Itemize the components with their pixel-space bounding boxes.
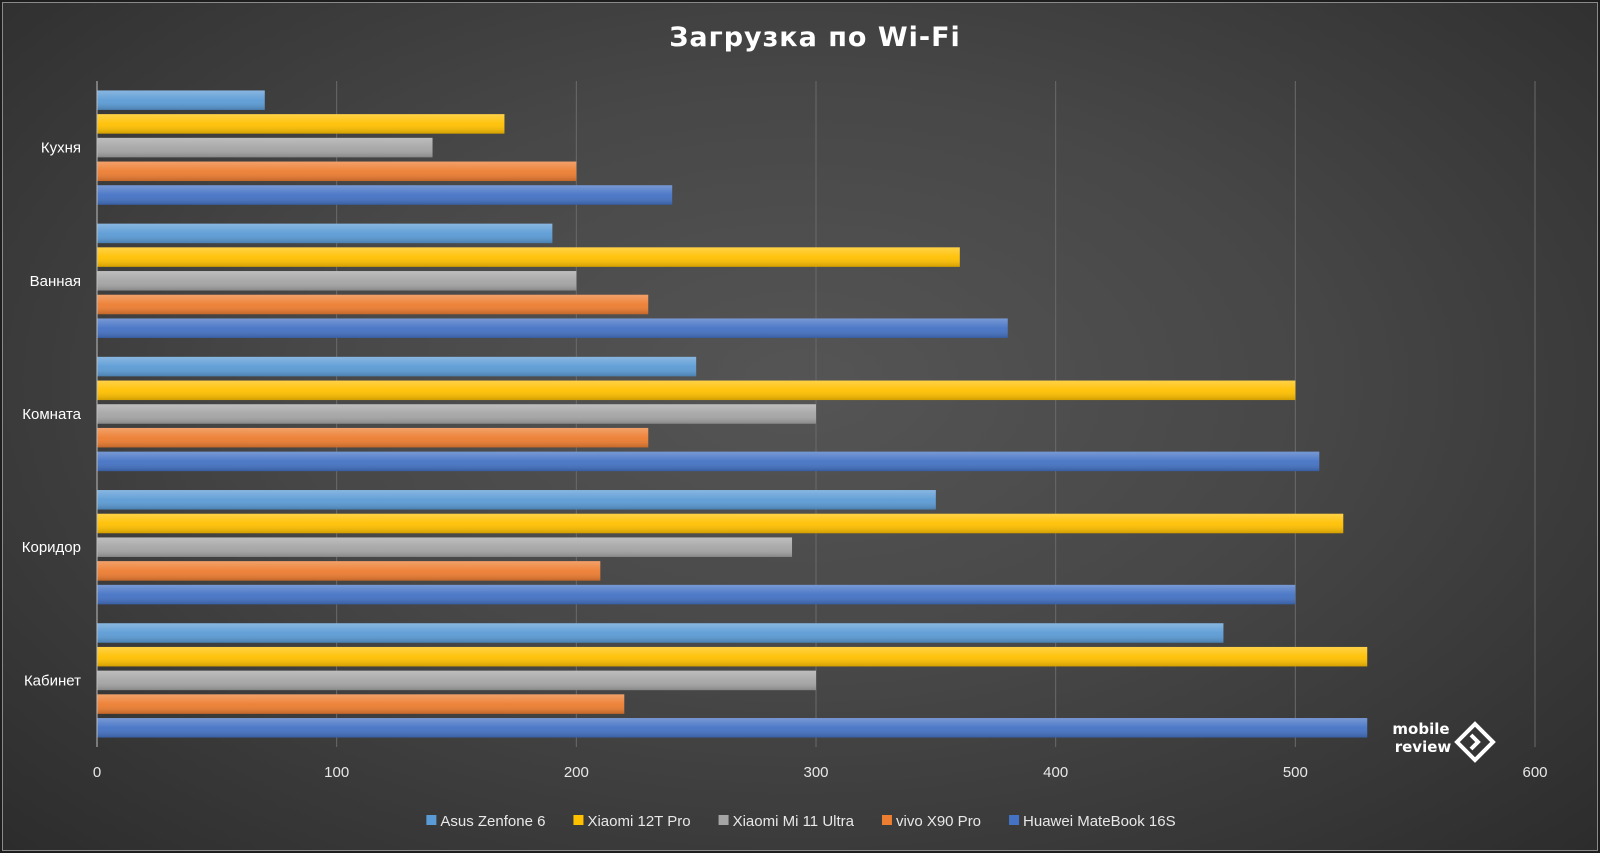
x-tick-labels: 0 100 200 300 400 500 600 xyxy=(93,764,1548,781)
bar-shade xyxy=(97,537,793,557)
legend-label: Xiaomi 12T Pro xyxy=(587,813,690,830)
bar-shade xyxy=(97,114,505,134)
legend-label: vivo X90 Pro xyxy=(896,813,981,830)
category-label: Кабинет xyxy=(24,672,81,689)
category-label: Ванная xyxy=(30,273,81,290)
logo-diamond-icon xyxy=(1454,721,1496,763)
legend-swatch xyxy=(573,815,584,825)
bar-shade xyxy=(97,356,697,377)
legend-label: Asus Zenfone 6 xyxy=(440,813,545,830)
bar-shade xyxy=(97,161,577,182)
bar-shade xyxy=(97,646,1368,667)
x-tick-label: 200 xyxy=(564,764,589,781)
bar-shade xyxy=(97,584,1296,605)
bar-shade xyxy=(97,90,265,110)
bar-shade xyxy=(97,137,433,158)
bar-shade xyxy=(97,718,1368,738)
legend-item: Asus Zenfone 6 xyxy=(426,813,545,830)
x-tick-label: 0 xyxy=(93,764,101,781)
bar-shade xyxy=(97,561,601,581)
chart-canvas: Загрузка по Wi-Fi Кухня Ванная Комната Кори… xyxy=(22,22,1548,830)
bar-shade xyxy=(97,670,816,691)
x-tick-label: 400 xyxy=(1043,764,1068,781)
category-labels: Кухня Ванная Комната Коридор Кабинет xyxy=(22,140,82,690)
category-label: Кухня xyxy=(41,140,81,157)
bar-shade xyxy=(97,623,1224,643)
legend-swatch xyxy=(718,815,729,825)
x-tick-label: 500 xyxy=(1283,764,1308,781)
bar-shade xyxy=(97,380,1296,401)
bar-shade xyxy=(97,318,1008,338)
legend-swatch xyxy=(881,815,892,825)
bar-shade xyxy=(97,427,649,448)
bars xyxy=(97,90,1368,738)
bar-shade xyxy=(97,247,960,267)
bar-shade xyxy=(97,694,625,714)
x-tick-label: 300 xyxy=(803,764,828,781)
legend-item: Xiaomi 12T Pro xyxy=(573,813,691,830)
bar-shade xyxy=(97,294,649,315)
bar-shade xyxy=(97,271,577,291)
bar-shade xyxy=(97,490,936,510)
mobile-review-logo: mobile review xyxy=(1392,720,1496,763)
legend-item: vivo X90 Pro xyxy=(881,813,981,830)
bar-shade xyxy=(97,513,1344,534)
legend-item: Xiaomi Mi 11 Ultra xyxy=(718,813,855,830)
x-tick-label: 600 xyxy=(1522,764,1547,781)
x-tick-label: 100 xyxy=(324,764,349,781)
legend-swatch xyxy=(426,815,437,825)
bar-shade xyxy=(97,451,1320,472)
bar-shade xyxy=(97,404,816,424)
chart-title: Загрузка по Wi-Fi xyxy=(669,22,961,53)
logo-text-line2: review xyxy=(1395,738,1452,756)
logo-text-line1: mobile xyxy=(1392,720,1449,738)
legend-label: Xiaomi Mi 11 Ultra xyxy=(733,813,855,830)
category-label: Коридор xyxy=(22,539,81,556)
legend: Asus Zenfone 6 Xiaomi 12T Pro Xiaomi Mi 11… xyxy=(426,813,1176,830)
category-label: Комната xyxy=(22,406,81,423)
logo-chevron-icon xyxy=(1469,733,1481,751)
legend-swatch xyxy=(1009,815,1020,825)
bar-shade xyxy=(97,185,673,205)
bar-shade xyxy=(97,223,553,244)
legend-label: Huawei MateBook 16S xyxy=(1023,813,1176,830)
legend-item: Huawei MateBook 16S xyxy=(1009,813,1176,830)
